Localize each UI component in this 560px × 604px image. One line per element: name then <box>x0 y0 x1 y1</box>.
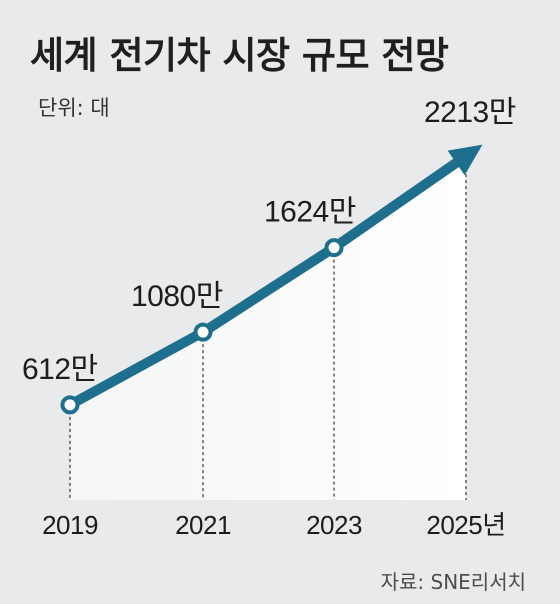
x-tick-label-2019: 2019 <box>42 510 98 540</box>
x-tick-label-2023: 2023 <box>306 510 362 540</box>
x-tick-label-2021: 2021 <box>175 510 231 540</box>
value-label-2023: 1624만 <box>264 196 356 229</box>
area-fill <box>70 156 466 500</box>
series-line <box>65 157 462 410</box>
unit-label: 단위: 대 <box>38 96 110 120</box>
value-label-2025: 2213만 <box>424 96 516 129</box>
data-point-2021 <box>193 322 213 342</box>
chart-title: 세계 전기차 시장 규모 전망 <box>30 34 449 77</box>
x-tick-label-2025: 2025년 <box>426 510 505 540</box>
arrow-head <box>447 144 483 176</box>
data-point-2023 <box>324 238 344 258</box>
value-label-2021: 1080만 <box>131 280 223 313</box>
data-point-2019 <box>60 395 80 415</box>
source-note: 자료: SNE리서치 <box>380 570 526 594</box>
value-label-2019: 612만 <box>22 353 98 386</box>
